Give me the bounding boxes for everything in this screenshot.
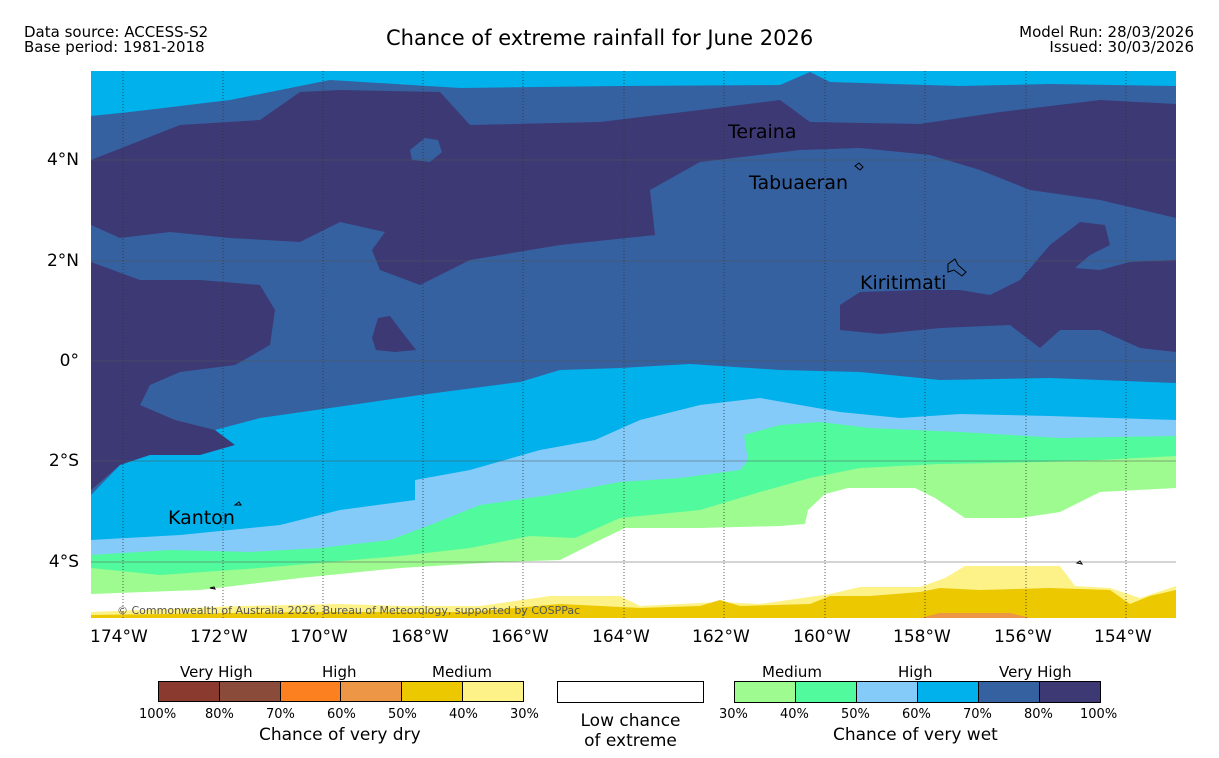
lat-label: 0° xyxy=(59,351,79,371)
wet-colorbar xyxy=(734,681,1101,703)
wet-tick: 40% xyxy=(780,707,809,722)
latitude-gridlines xyxy=(91,159,1176,563)
lat-label: 4°N xyxy=(46,150,79,170)
wet-category-label: High xyxy=(898,663,933,681)
lon-label: 174°W xyxy=(90,627,148,647)
lat-label: 4°S xyxy=(48,552,79,572)
small-island xyxy=(209,586,216,590)
dry-tick: 80% xyxy=(205,707,234,722)
dry-category-label: Very High xyxy=(180,663,253,681)
lon-label: 154°W xyxy=(1094,627,1152,647)
low-chance-label-line2: of extreme xyxy=(584,731,677,751)
wet-swatch xyxy=(796,682,857,702)
place-label-tabuaeran: Tabuaeran xyxy=(749,172,849,194)
low-chance-swatch xyxy=(557,681,704,703)
wet-tick: 80% xyxy=(1024,707,1053,722)
lat-label: 2°S xyxy=(48,451,79,471)
low-chance-label-line1: Low chance xyxy=(580,711,681,731)
place-label-teraina: Teraina xyxy=(728,121,797,143)
wet-tick: 30% xyxy=(719,707,748,722)
wet-category-label: Medium xyxy=(762,663,822,681)
dry-swatch xyxy=(341,682,403,701)
wet-swatch xyxy=(1040,682,1100,702)
lon-label: 164°W xyxy=(592,627,650,647)
dry-tick: 30% xyxy=(510,707,539,722)
dry-tick: 60% xyxy=(327,707,356,722)
wet-swatch xyxy=(918,682,979,702)
wet-category-label: Very High xyxy=(999,663,1072,681)
wet-legend-title: Chance of very wet xyxy=(833,725,998,745)
place-label-kanton: Kanton xyxy=(168,507,235,529)
lon-label: 172°W xyxy=(190,627,248,647)
lat-label: 2°N xyxy=(46,251,79,271)
dry-swatch xyxy=(402,682,464,701)
band-80-100-north xyxy=(91,90,1176,285)
wet-swatch xyxy=(857,682,918,702)
dry-category-label: High xyxy=(322,663,357,681)
band-dry-50-60 xyxy=(920,613,1030,618)
data-source: Data source: ACCESS-S2 xyxy=(24,23,209,41)
wet-tick: 60% xyxy=(902,707,931,722)
wet-swatch xyxy=(735,682,796,702)
dry-legend-title: Chance of very dry xyxy=(259,725,421,745)
base-period: Base period: 1981-2018 xyxy=(24,38,205,56)
lon-label: 166°W xyxy=(491,627,549,647)
lon-label: 156°W xyxy=(994,627,1052,647)
island-outlines xyxy=(209,162,1084,590)
dry-swatch xyxy=(280,682,342,701)
dry-category-label: Medium xyxy=(432,663,492,681)
dry-swatch xyxy=(463,682,523,701)
lon-label: 168°W xyxy=(391,627,449,647)
wet-tick: 70% xyxy=(963,707,992,722)
dry-tick: 40% xyxy=(449,707,478,722)
dry-tick: 70% xyxy=(266,707,295,722)
dry-tick: 50% xyxy=(388,707,417,722)
dry-tick: 100% xyxy=(139,707,177,722)
band-low-chance xyxy=(91,488,1176,618)
dry-swatch xyxy=(159,682,220,701)
map-title: Chance of extreme rainfall for June 2026 xyxy=(386,26,814,50)
dry-colorbar xyxy=(158,681,524,702)
model-run: Model Run: 28/03/2026 xyxy=(1019,23,1194,41)
copyright-notice: © Commonwealth of Australia 2026, Bureau… xyxy=(117,604,581,617)
band-80-100-east xyxy=(840,222,1176,352)
longitude-gridlines xyxy=(122,71,1127,618)
place-label-kiritimati: Kiritimati xyxy=(860,272,947,294)
issued-date: Issued: 30/03/2026 xyxy=(1049,38,1194,56)
dry-swatch xyxy=(219,682,281,701)
wet-tick: 50% xyxy=(841,707,870,722)
small-island xyxy=(1075,560,1084,565)
band-dry-40-50 xyxy=(91,588,1176,618)
band-80-100-west xyxy=(91,262,275,490)
lon-label: 162°W xyxy=(692,627,750,647)
lon-label: 160°W xyxy=(793,627,851,647)
band-60-70-north xyxy=(91,71,1176,116)
wet-tick: 100% xyxy=(1080,707,1118,722)
kanton-island xyxy=(233,501,242,506)
band-80-100-blob xyxy=(372,316,416,352)
lon-label: 170°W xyxy=(290,627,348,647)
lon-label: 158°W xyxy=(893,627,951,647)
wet-swatch xyxy=(979,682,1040,702)
tabuaeran-island xyxy=(854,162,864,171)
band-70-80-hole xyxy=(410,138,442,162)
kiritimati-island xyxy=(947,258,967,277)
